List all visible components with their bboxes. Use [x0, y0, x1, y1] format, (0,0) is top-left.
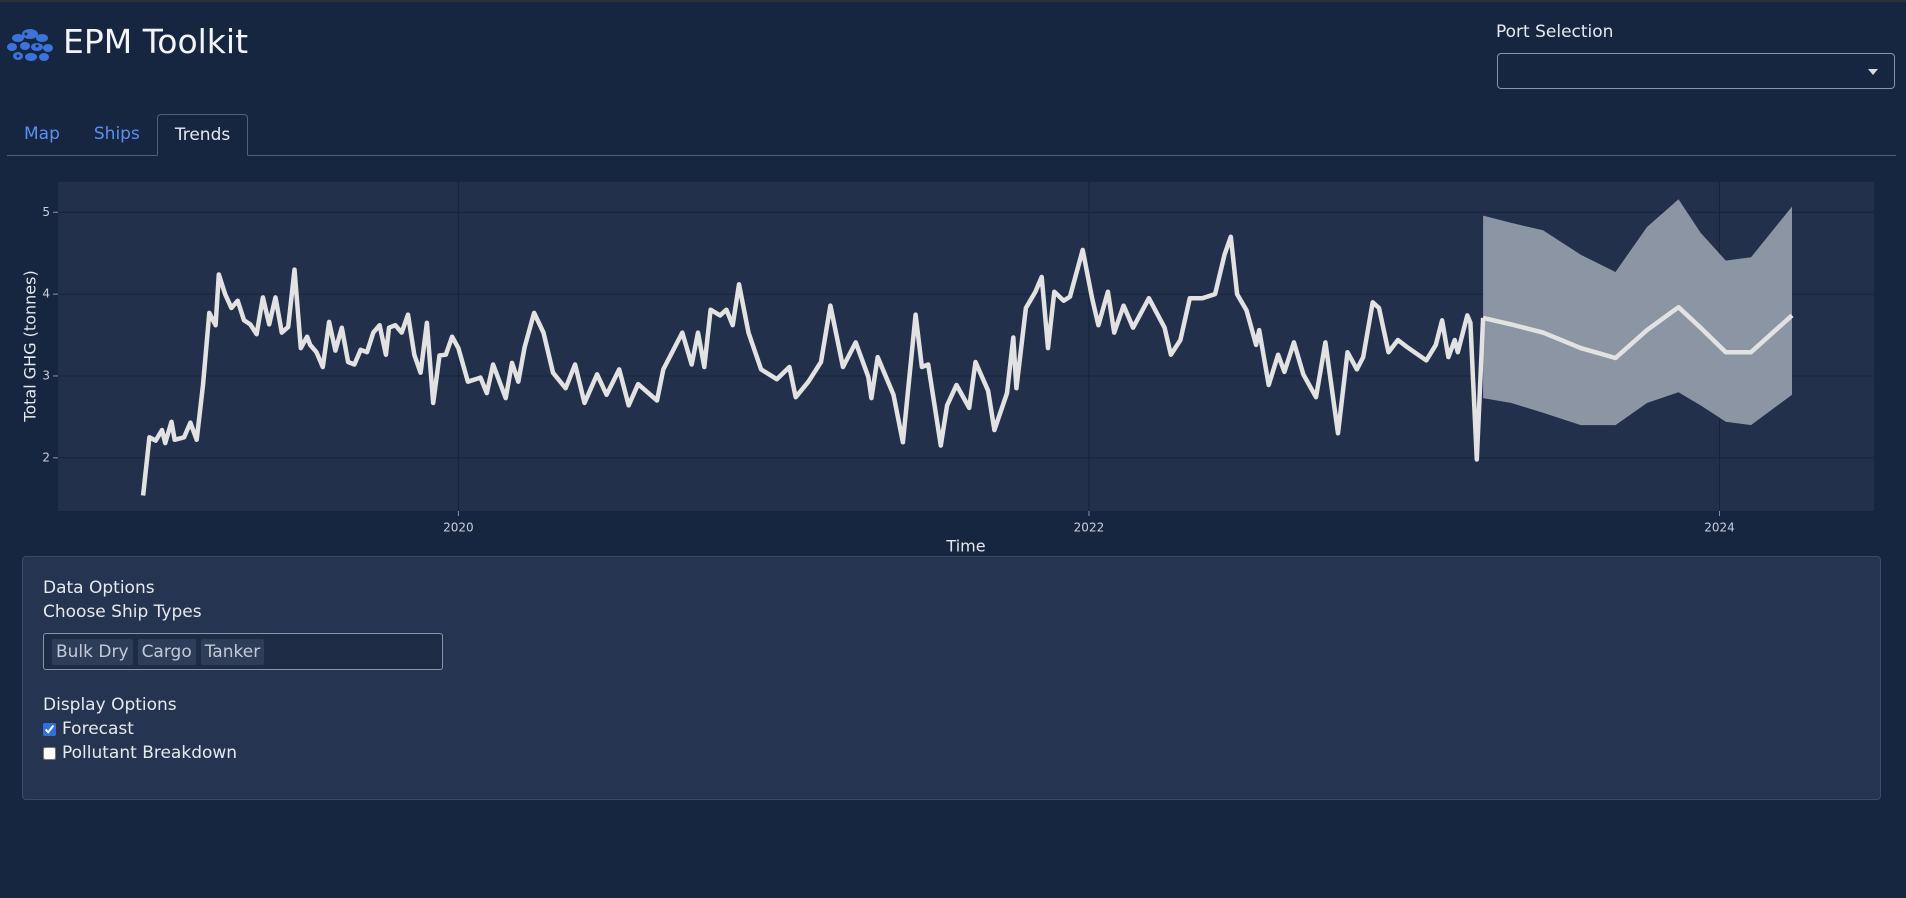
- ship-type-tag[interactable]: Cargo: [137, 638, 196, 665]
- y-tick-label: 2: [42, 450, 50, 464]
- options-panel: Data Options Choose Ship Types Bulk Dry C…: [22, 556, 1881, 800]
- checkbox-option[interactable]: Pollutant Breakdown: [41, 741, 237, 765]
- y-tick-label: 4: [42, 287, 50, 301]
- tab[interactable]: Map: [24, 124, 60, 144]
- tab[interactable]: Trends: [156, 114, 249, 156]
- y-tick-label: 5: [42, 205, 50, 219]
- port-select[interactable]: [1497, 53, 1895, 89]
- section-title: Display Options: [43, 695, 177, 715]
- y-axis-title: Total GHG (tonnes): [21, 270, 40, 422]
- series-line: [1482, 304, 1794, 361]
- checkbox-label: Pollutant Breakdown: [62, 743, 238, 763]
- checkbox[interactable]: [43, 722, 56, 736]
- section-title: Data Options: [43, 578, 155, 598]
- port-selection-label: Port Selection: [1496, 22, 1614, 42]
- checkbox[interactable]: [43, 746, 56, 760]
- checkbox-option[interactable]: Forecast: [41, 717, 237, 741]
- logo: [7, 29, 53, 61]
- checkbox-group: Forecast Pollutant Breakdown: [41, 717, 237, 765]
- x-axis-title: Time: [945, 537, 985, 555]
- tab-bar: Map Ships Trends: [7, 114, 1896, 156]
- ship-type-tag[interactable]: Tanker: [200, 638, 265, 665]
- chart: 2 3 4 5 2020 2022 2024 Time Total GHG (tonnes): [21, 182, 1874, 555]
- y-tick-label: 3: [42, 368, 50, 382]
- x-tick-label: 2020: [443, 521, 474, 535]
- forecast-band: [1483, 199, 1792, 426]
- ship-type-select[interactable]: Bulk Dry Cargo Tanker: [43, 633, 443, 670]
- x-tick-label: 2022: [1074, 521, 1105, 535]
- ship-type-tag[interactable]: Bulk Dry: [52, 638, 133, 665]
- checkbox-label: Forecast: [62, 719, 134, 739]
- field-label: Choose Ship Types: [43, 602, 202, 622]
- tab[interactable]: Ships: [93, 124, 140, 144]
- x-tick-label: 2024: [1704, 521, 1735, 535]
- app-title: EPM Toolkit: [63, 22, 249, 61]
- series-line: [140, 234, 1486, 496]
